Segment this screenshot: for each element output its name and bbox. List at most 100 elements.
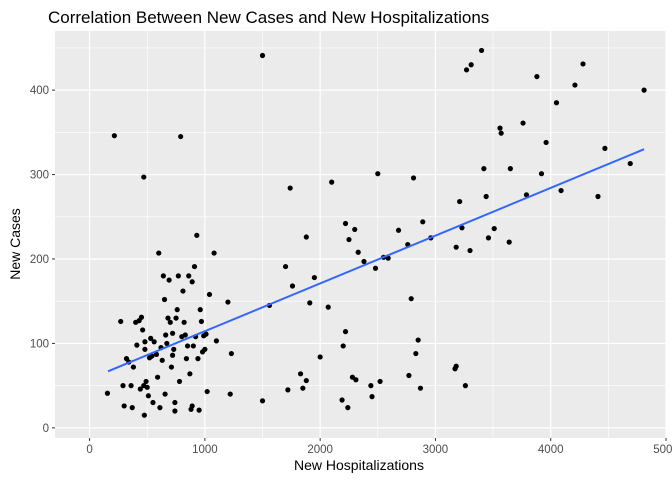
trend-line [107, 148, 645, 373]
y-tick-label: 400 [30, 85, 49, 97]
data-point [169, 352, 176, 358]
y-tick-label: 200 [30, 254, 49, 266]
data-point [104, 390, 111, 396]
data-point [285, 387, 291, 393]
data-point [118, 318, 124, 325]
plot-panel [55, 31, 666, 438]
y-axis-ticks: 0 100 200 300 400 [30, 85, 55, 435]
data-point [259, 398, 266, 404]
data-point [191, 263, 198, 270]
data-point [150, 399, 156, 406]
data-point [167, 319, 173, 325]
x-axis-ticks: 0 1000 2000 3000 4000 5000 [86, 438, 672, 456]
data-point [189, 403, 195, 409]
data-point [142, 339, 148, 345]
data-point [162, 391, 168, 397]
data-point [181, 319, 187, 325]
data-point [329, 179, 335, 185]
data-point [164, 340, 170, 347]
data-point [183, 356, 190, 362]
data-point [142, 346, 148, 352]
data-point [352, 226, 358, 233]
data-point [342, 329, 349, 335]
data-point [149, 353, 155, 359]
data-point [163, 332, 169, 338]
data-point [165, 315, 171, 321]
data-point [175, 273, 181, 279]
major-gridlines [55, 31, 667, 438]
data-point [186, 273, 192, 279]
data-point [153, 351, 160, 358]
data-point [120, 383, 126, 389]
data-point [137, 386, 143, 392]
data-point [111, 133, 117, 139]
x-tick-label: 5000 [653, 444, 672, 456]
data-point [572, 82, 578, 88]
data-point [202, 346, 208, 352]
data-point [151, 339, 157, 345]
data-point [159, 357, 165, 363]
data-point [307, 300, 313, 306]
data-point [353, 377, 359, 383]
chart-title: Correlation Between New Cases and New Ho… [48, 8, 489, 27]
data-point [121, 403, 127, 409]
data-point [361, 258, 367, 265]
data-point [523, 192, 530, 198]
data-point [395, 227, 402, 233]
data-point [303, 377, 309, 384]
data-point [196, 407, 202, 413]
data-point [178, 133, 184, 140]
data-point [463, 67, 470, 73]
data-point [406, 372, 412, 379]
data-point [497, 125, 503, 131]
x-tick-label: 4000 [538, 444, 564, 456]
data-point [190, 343, 196, 349]
data-point [534, 73, 540, 80]
data-point [602, 145, 608, 151]
data-point [148, 335, 154, 341]
data-point [282, 263, 289, 270]
data-point [483, 193, 489, 200]
data-point [184, 343, 191, 349]
data-point [259, 52, 266, 59]
data-point [161, 296, 168, 303]
data-point [498, 130, 504, 136]
data-point [506, 239, 512, 245]
data-point [211, 250, 217, 256]
y-tick-label: 100 [30, 338, 49, 350]
data-point [189, 279, 195, 285]
data-point [408, 296, 414, 302]
data-point [143, 378, 149, 385]
data-point [468, 62, 474, 68]
y-tick-label: 0 [43, 423, 49, 435]
data-point [558, 187, 564, 194]
data-point [377, 378, 383, 385]
data-point [194, 232, 200, 238]
data-point [130, 364, 136, 370]
data-point [195, 356, 201, 362]
data-point [297, 371, 304, 377]
data-point [372, 265, 379, 271]
data-point [339, 397, 345, 403]
data-point [138, 314, 145, 320]
data-point [225, 299, 231, 305]
x-tick-label: 0 [86, 444, 92, 456]
data-point [213, 338, 219, 344]
data-point [134, 342, 140, 348]
data-point [129, 405, 135, 411]
data-point [627, 160, 633, 167]
data-point [180, 288, 186, 294]
data-point [580, 61, 586, 67]
data-point [156, 250, 162, 256]
data-point [300, 385, 306, 391]
data-point [538, 171, 545, 177]
data-point [287, 185, 293, 191]
data-point [375, 171, 381, 177]
data-point [453, 363, 459, 369]
data-point [459, 225, 465, 231]
data-point [346, 236, 352, 243]
data-point [198, 318, 205, 325]
data-point [182, 332, 188, 338]
data-point [311, 274, 317, 281]
data-point [355, 249, 361, 255]
